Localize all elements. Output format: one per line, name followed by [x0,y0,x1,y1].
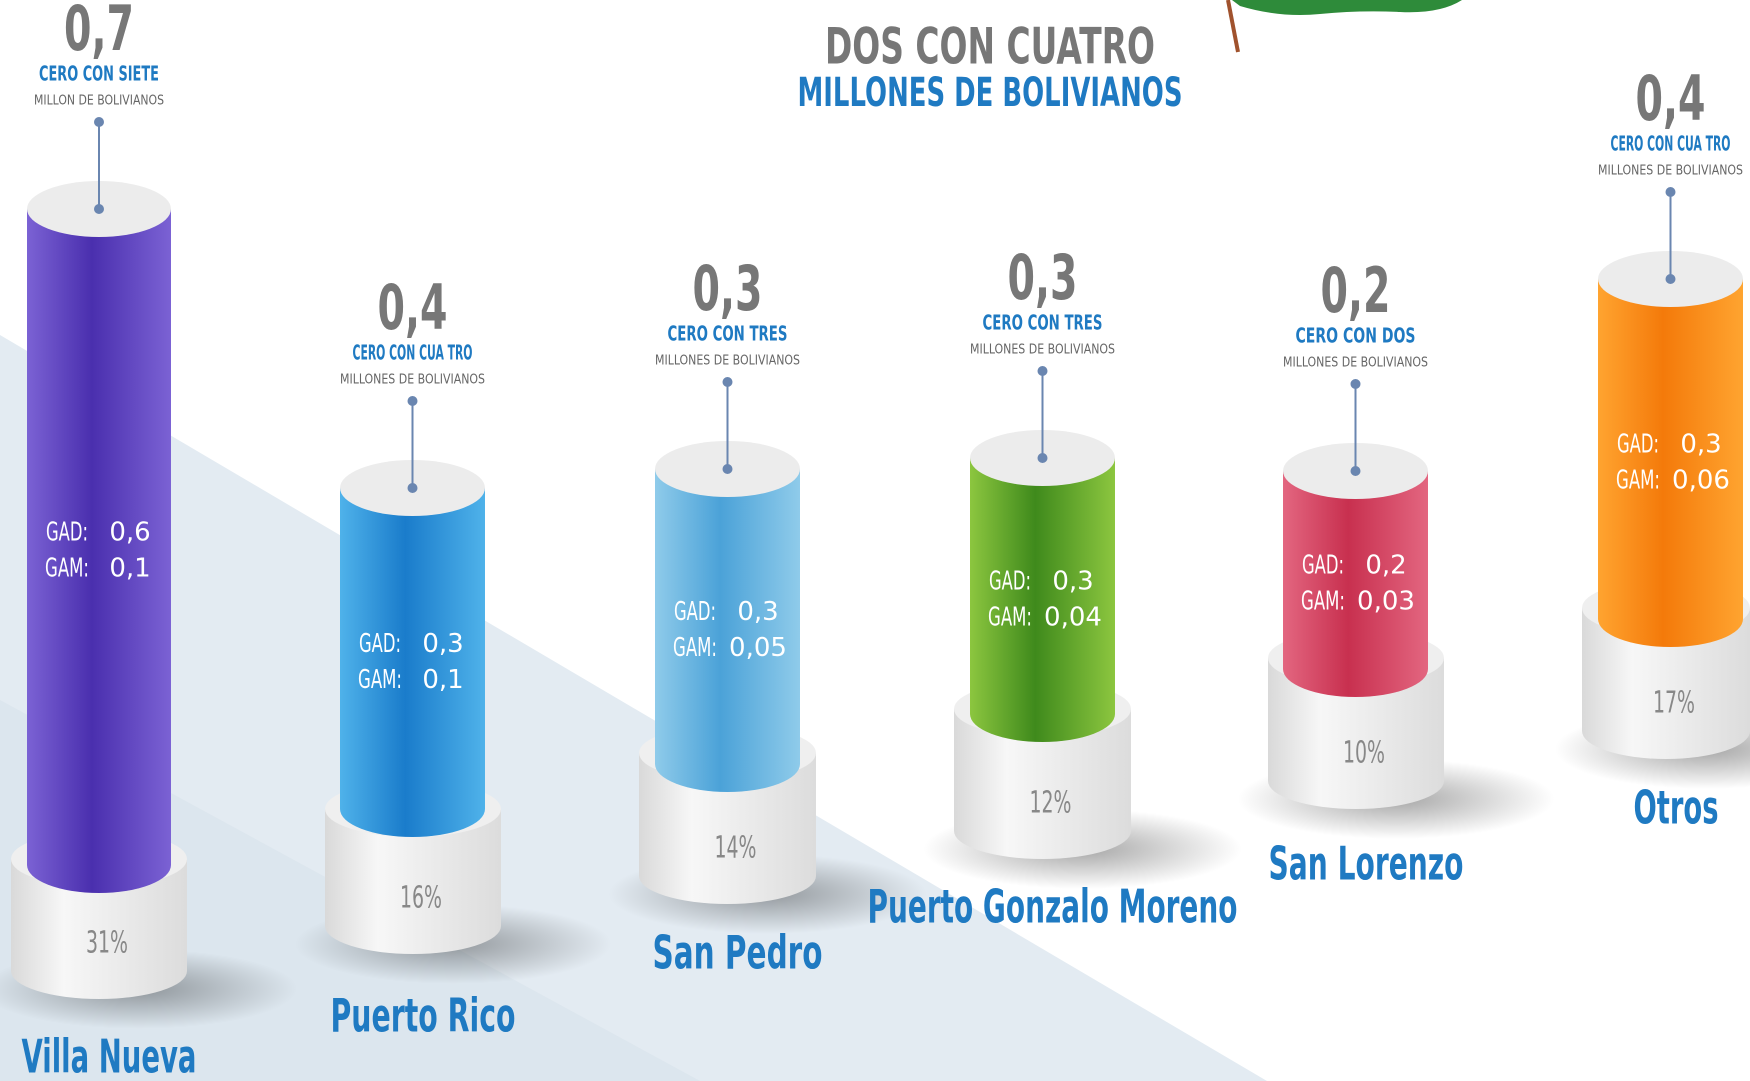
percent: 10% [1343,736,1385,771]
unit: MILLONES DE BOLIVIANOS [340,373,485,388]
unit-heading: MILLONES DE BOLIVIANOS [798,70,1183,116]
gad-label: GAD: [46,518,88,548]
total: 0,3 [693,252,763,325]
name: Puerto Gonzalo Moreno [868,880,1238,934]
cylinder [970,458,1115,742]
gad-value: 0,2 [1365,551,1406,581]
pin-dot [723,377,733,387]
gam-value: 0,03 [1357,587,1415,617]
pin-dot [1038,453,1048,463]
pin-dot [1666,274,1676,284]
cylinder [340,488,485,837]
pin-dot [1666,187,1676,197]
percent: 16% [400,881,442,916]
gad-label: GAD: [359,629,401,659]
infographic: DOS CON CUATRO MILLONES DE BOLIVIANOS 0,… [0,0,1750,1081]
unit: MILLONES DE BOLIVIANOS [1283,356,1428,371]
gam-label: GAM: [988,603,1032,633]
total-words: CERO CON CUA TRO [1611,132,1731,156]
gam-value: 0,06 [1672,466,1730,496]
percent: 14% [715,831,757,866]
total-words: CERO CON SIETE [39,62,159,86]
pin-dot [723,464,733,474]
total: 0,2 [1321,254,1391,327]
total: 0,3 [1008,241,1078,314]
flag [1228,0,1462,52]
name: San Lorenzo [1269,837,1464,891]
name: Otros [1634,781,1719,835]
name: Villa Nueva [22,1030,197,1081]
gad-label: GAD: [1617,430,1659,460]
total: 0,4 [1636,62,1706,135]
total: 0,4 [378,271,448,344]
pin-dot [1351,466,1361,476]
unit: MILLONES DE BOLIVIANOS [1598,164,1743,179]
percent: 17% [1653,686,1695,721]
pin-dot [1038,366,1048,376]
gam-value: 0,1 [422,665,463,695]
percent: 12% [1030,786,1072,821]
total-words: CERO CON CUA TRO [353,341,473,365]
gad-value: 0,3 [422,629,463,659]
gad-value: 0,3 [1052,567,1093,597]
gad-value: 0,6 [109,518,150,548]
pin-dot [408,483,418,493]
gad-label: GAD: [674,597,716,627]
gam-label: GAM: [45,554,89,584]
pin-dot [94,117,104,127]
cylinder [27,209,171,893]
gam-label: GAM: [358,665,402,695]
cylinder [1283,471,1428,697]
unit: MILLON DE BOLIVIANOS [34,94,164,109]
total-words: CERO CON TRES [983,311,1103,335]
percent: 31% [86,926,128,961]
cylinder [1598,279,1743,647]
unit: MILLONES DE BOLIVIANOS [970,343,1115,358]
gad-label: GAD: [1302,551,1344,581]
pin-dot [1351,379,1361,389]
gad-value: 0,3 [737,597,778,627]
gad-value: 0,3 [1680,430,1721,460]
gam-label: GAM: [1616,466,1660,496]
total-words: CERO CON DOS [1296,324,1416,348]
subtitle: DOS CON CUATRO [825,18,1155,76]
gam-value: 0,1 [109,554,150,584]
pin-dot [94,204,104,214]
pin-dot [408,396,418,406]
gam-value: 0,05 [729,633,787,663]
gam-value: 0,04 [1044,603,1102,633]
total-words: CERO CON TRES [668,322,788,346]
name: San Pedro [653,926,823,980]
gam-label: GAM: [673,633,717,663]
cylinder [655,469,800,792]
gam-label: GAM: [1301,587,1345,617]
gad-label: GAD: [989,567,1031,597]
total: 0,7 [64,0,134,65]
name: Puerto Rico [331,989,516,1043]
unit: MILLONES DE BOLIVIANOS [655,354,800,369]
